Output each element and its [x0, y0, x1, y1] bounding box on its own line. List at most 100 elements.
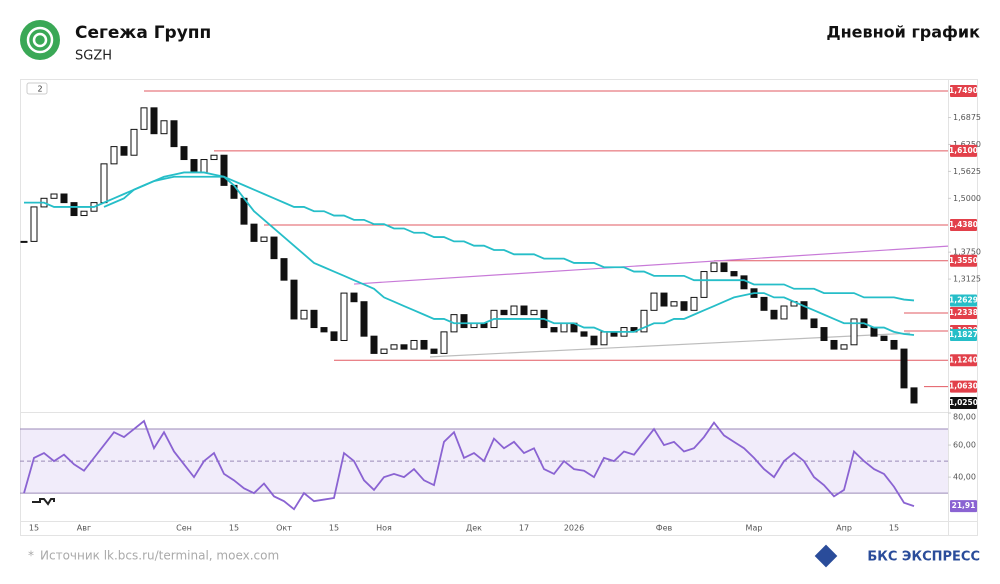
candle [80, 210, 88, 217]
logo [20, 20, 60, 60]
candle [500, 309, 508, 316]
candle [600, 331, 608, 346]
toolbar-button[interactable] [26, 82, 48, 95]
price-tag [950, 329, 977, 342]
price-tag-label: 1,4380 [949, 220, 978, 229]
candle [220, 154, 228, 186]
moving-average [103, 171, 915, 336]
candle [880, 335, 888, 341]
y-tick-label: 1,6250 [953, 140, 981, 149]
x-tick-label: Фев [656, 524, 673, 533]
price-tag [950, 85, 977, 98]
price-tag-label: 21,91 [952, 501, 976, 510]
candle [380, 348, 388, 354]
candle [560, 322, 568, 333]
candle [730, 271, 738, 277]
tv-logo [32, 498, 55, 506]
price-tag [950, 306, 977, 319]
candle [900, 348, 908, 389]
candle [20, 240, 28, 243]
price-tag [950, 354, 977, 367]
candle [360, 301, 368, 337]
footer-marker: * [28, 549, 34, 563]
price-tag [950, 396, 977, 409]
candle [760, 296, 768, 311]
period: Дневной график [826, 23, 980, 42]
candle [910, 387, 918, 404]
x-tick-label: 17 [519, 524, 529, 533]
candle [390, 344, 398, 350]
candle [430, 348, 438, 354]
candle [310, 309, 318, 329]
candle [340, 292, 348, 341]
x-tick-label: 15 [29, 524, 39, 533]
candle [820, 327, 828, 341]
candle [580, 331, 588, 337]
candle [200, 159, 208, 173]
x-tick-label: Дек [466, 524, 482, 533]
y-tick-label: 1,3750 [953, 248, 981, 257]
candle [830, 339, 838, 350]
price-tag-label: 1,6100 [949, 146, 978, 155]
candle [260, 236, 268, 242]
candle [400, 344, 408, 350]
price-tag-label: 1,1827 [949, 330, 978, 339]
trend-line [429, 332, 911, 358]
candle [800, 301, 808, 320]
y-tick-label: 1,6875 [953, 113, 981, 122]
candle [700, 271, 708, 298]
candle [410, 339, 418, 350]
candle [270, 236, 278, 260]
x-tick-label: Ноя [376, 524, 392, 533]
candle [290, 279, 298, 320]
candle [330, 331, 338, 341]
candle [100, 163, 108, 204]
candle [140, 107, 148, 130]
price-tag [950, 294, 977, 307]
price-tag [950, 254, 977, 267]
candle [30, 206, 38, 242]
candle [740, 275, 748, 290]
candle [530, 309, 538, 316]
price-tag-label: 1,1240 [949, 355, 978, 364]
price-tag-label: 1,7490 [949, 86, 978, 95]
candle [250, 223, 258, 242]
candle [210, 154, 218, 161]
x-tick-label: Мар [746, 524, 763, 533]
price-tag-label: 1,3550 [949, 256, 978, 265]
candle [660, 292, 668, 307]
candle [110, 146, 118, 165]
candle [180, 146, 188, 161]
x-tick-label: 15 [329, 524, 339, 533]
rsi-line [23, 419, 915, 511]
candle [590, 335, 598, 346]
title: Сегежа Групп [75, 23, 211, 43]
candle [370, 335, 378, 354]
candle [670, 301, 678, 307]
candle [130, 128, 138, 156]
candle [150, 107, 158, 135]
candle [300, 309, 308, 320]
price-tag [950, 380, 977, 393]
candle [850, 318, 858, 346]
ticker: SGZH [75, 49, 112, 64]
toolbar-label[interactable]: 2 [37, 85, 42, 94]
candle [890, 339, 898, 350]
price-tag [950, 144, 977, 157]
candle [810, 318, 818, 329]
brand-logo [814, 544, 838, 568]
candle [680, 301, 688, 311]
footer-source: Источник lk.bcs.ru/terminal, moex.com [40, 549, 279, 563]
brand: БКС ЭКСПРЕСС [867, 550, 980, 565]
candle [190, 159, 198, 173]
candle [280, 258, 288, 281]
candle [170, 120, 178, 148]
candle [770, 309, 778, 320]
candle [840, 344, 848, 350]
candle [120, 146, 128, 156]
candle [160, 120, 168, 135]
y-tick-label: 60,00 [953, 441, 976, 450]
candle [650, 292, 658, 311]
